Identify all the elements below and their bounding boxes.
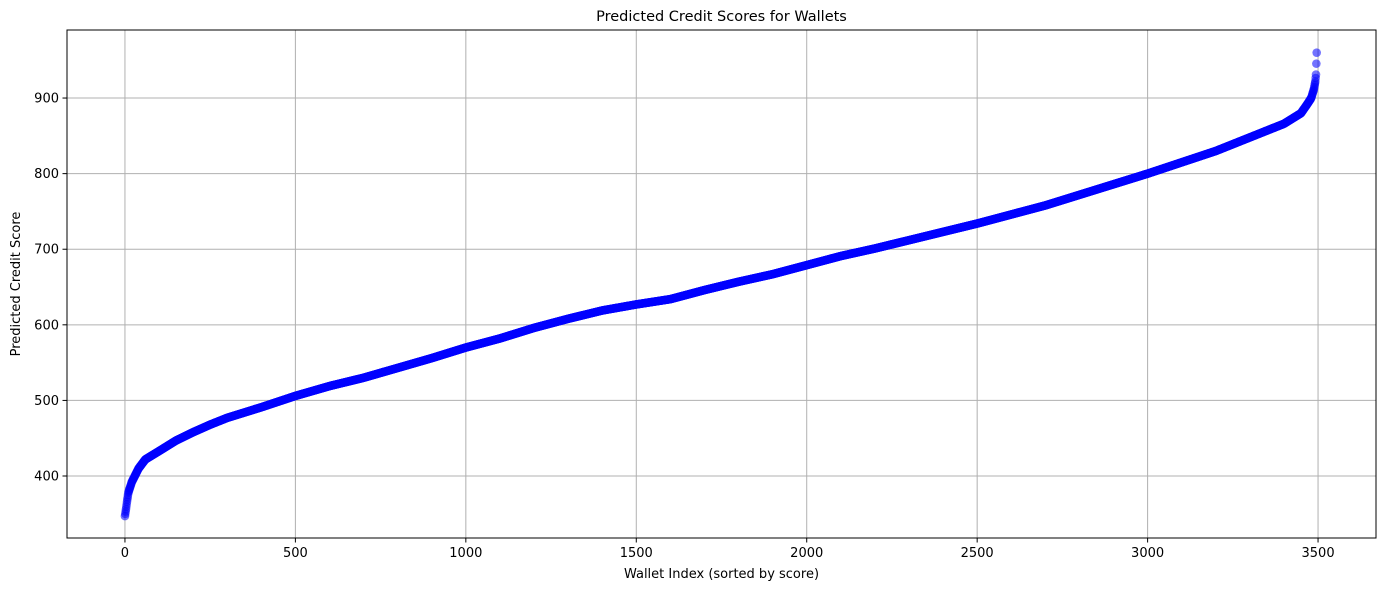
ticks-layer: 0 500 1000 1500 2000 2500 3000 3500 400 500 600 700…: [34, 92, 1334, 561]
y-tick-label: 800: [34, 167, 59, 182]
x-tick-label: 1500: [620, 546, 653, 561]
points-layer: [120, 48, 1321, 521]
x-tick-label: 500: [283, 546, 308, 561]
x-tick-label: 3000: [1131, 546, 1164, 561]
x-tick-label: 3500: [1302, 546, 1335, 561]
y-tick-label: 500: [34, 394, 59, 409]
chart-title: Predicted Credit Scores for Wallets: [596, 9, 847, 25]
x-tick-label: 1000: [449, 546, 482, 561]
x-tick-label: 0: [121, 546, 129, 561]
data-point: [1311, 70, 1321, 79]
y-axis-label: Predicted Credit Score: [9, 212, 24, 357]
y-tick-label: 700: [34, 243, 59, 258]
x-tick-label: 2000: [790, 546, 823, 561]
plot-frame: [66, 29, 1377, 539]
x-axis-label: Wallet Index (sorted by score): [624, 567, 819, 582]
data-point: [1312, 48, 1321, 57]
y-tick-label: 900: [34, 92, 59, 107]
data-point: [1312, 59, 1321, 68]
x-tick-label: 2500: [961, 546, 994, 561]
y-tick-label: 400: [34, 470, 59, 485]
y-tick-label: 600: [34, 318, 59, 333]
